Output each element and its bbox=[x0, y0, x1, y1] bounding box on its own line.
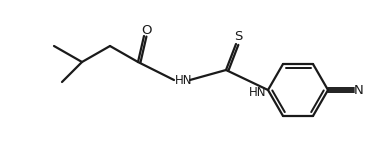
Text: S: S bbox=[234, 30, 242, 44]
Text: O: O bbox=[141, 24, 151, 36]
Text: HN: HN bbox=[175, 75, 193, 87]
Text: HN: HN bbox=[248, 85, 266, 99]
Text: N: N bbox=[354, 84, 364, 96]
